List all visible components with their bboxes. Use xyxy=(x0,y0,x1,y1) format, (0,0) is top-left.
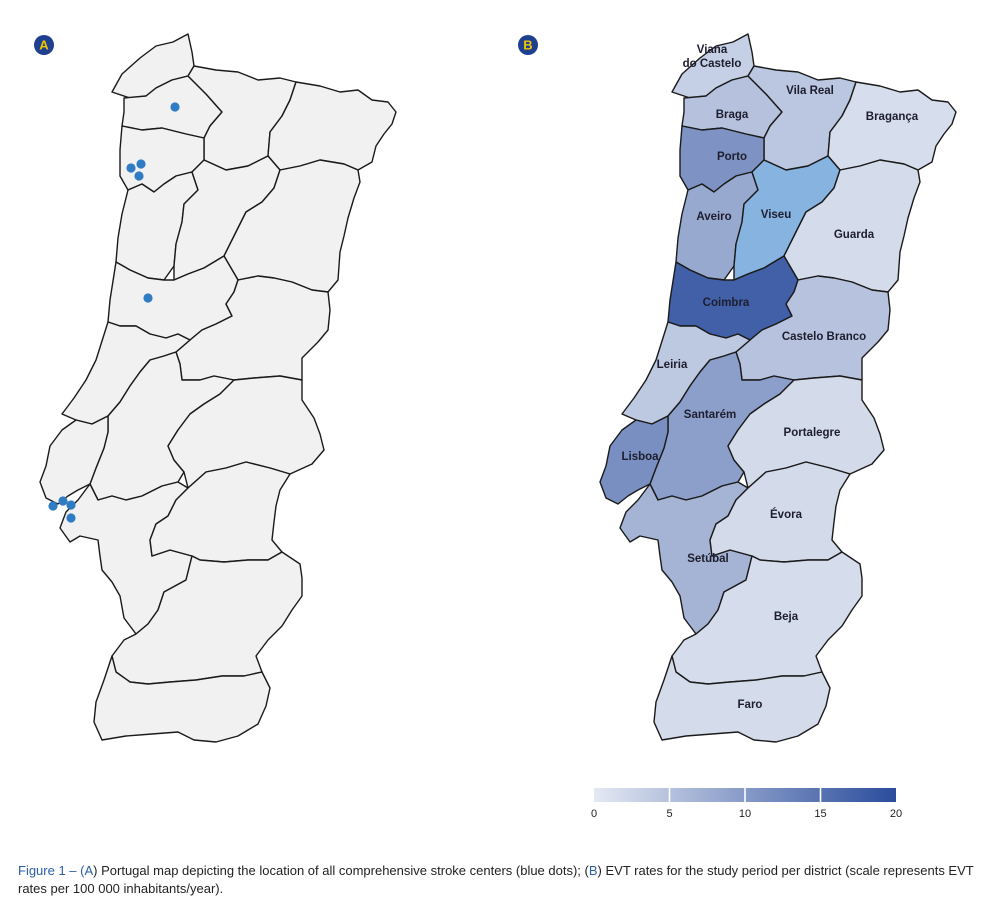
panel-a-badge: A xyxy=(34,35,54,55)
stroke-center-dot-lisboa xyxy=(58,496,68,506)
stroke-center-dot-porto xyxy=(136,159,146,169)
panel-b-badge: B xyxy=(518,35,538,55)
stroke-center-dot-lisboa xyxy=(48,501,58,511)
stroke-center-dot-lisboa xyxy=(66,513,76,523)
stroke-center-dot-coimbra xyxy=(143,293,153,303)
scale-tick-label: 15 xyxy=(814,808,826,820)
district-label-braganca: Bragança xyxy=(866,111,919,123)
caption-b: B xyxy=(588,863,598,878)
district-label-portalegre: Portalegre xyxy=(784,427,841,439)
district-label-coimbra: Coimbra xyxy=(703,297,750,309)
stroke-center-dot-braga xyxy=(170,102,180,112)
district-label-braga: Braga xyxy=(716,109,749,121)
figure-svg: A Viana do Castelo Braga Vila Real Bragança P… xyxy=(34,33,957,820)
panel-b-label: B xyxy=(523,38,532,53)
district-label-vila-real: Vila Real xyxy=(786,85,834,97)
district-label-castelo-branco: Castelo Branco xyxy=(782,331,866,343)
caption-prefix: Figure 1 – ( xyxy=(18,863,85,878)
caption-part-a: ) Portugal map depicting the location of… xyxy=(93,863,589,878)
panel-a-label: A xyxy=(39,38,49,53)
district-label-faro: Faro xyxy=(738,699,763,711)
district-label-aveiro: Aveiro xyxy=(696,211,731,223)
district-a-lisboa xyxy=(39,415,109,505)
district-label-porto: Porto xyxy=(717,151,747,163)
district-label-viseu: Viseu xyxy=(761,209,791,221)
map-a xyxy=(39,33,397,743)
district-b-faro xyxy=(653,655,831,743)
district-label-lisboa: Lisboa xyxy=(621,451,659,463)
figure-caption: Figure 1 – (A) Portugal map depicting th… xyxy=(18,862,983,898)
map-b xyxy=(599,33,957,743)
stroke-center-dot-lisboa xyxy=(66,500,76,510)
district-label-setubal: Setúbal xyxy=(687,553,729,565)
district-label-viana-do-castelo: Viana do Castelo xyxy=(683,44,742,70)
scale-tick-label: 20 xyxy=(890,808,902,820)
stroke-center-dot-porto xyxy=(134,171,144,181)
scale-tick-label: 0 xyxy=(591,808,597,820)
district-a-braganca xyxy=(267,81,397,171)
color-scale: 0 5 10 15 20 xyxy=(591,788,902,820)
district-a-faro xyxy=(93,655,271,743)
district-label-leiria: Leiria xyxy=(657,359,688,371)
district-labels: Viana do Castelo Braga Vila Real Bragança Por… xyxy=(621,44,918,711)
stroke-center-dot-porto xyxy=(126,163,136,173)
caption-part-b: ) EVT rates for the study period per dis… xyxy=(18,863,974,896)
district-label-santarem: Santarém xyxy=(684,409,736,421)
district-b-braganca xyxy=(827,81,957,171)
district-label-guarda: Guarda xyxy=(834,229,875,241)
scale-tick-label: 10 xyxy=(739,808,751,820)
district-b-lisboa xyxy=(599,415,669,505)
scale-tick-label: 5 xyxy=(666,808,672,820)
district-label-evora: Évora xyxy=(770,508,803,521)
district-label-beja: Beja xyxy=(774,611,799,623)
caption-a: A xyxy=(84,863,94,878)
